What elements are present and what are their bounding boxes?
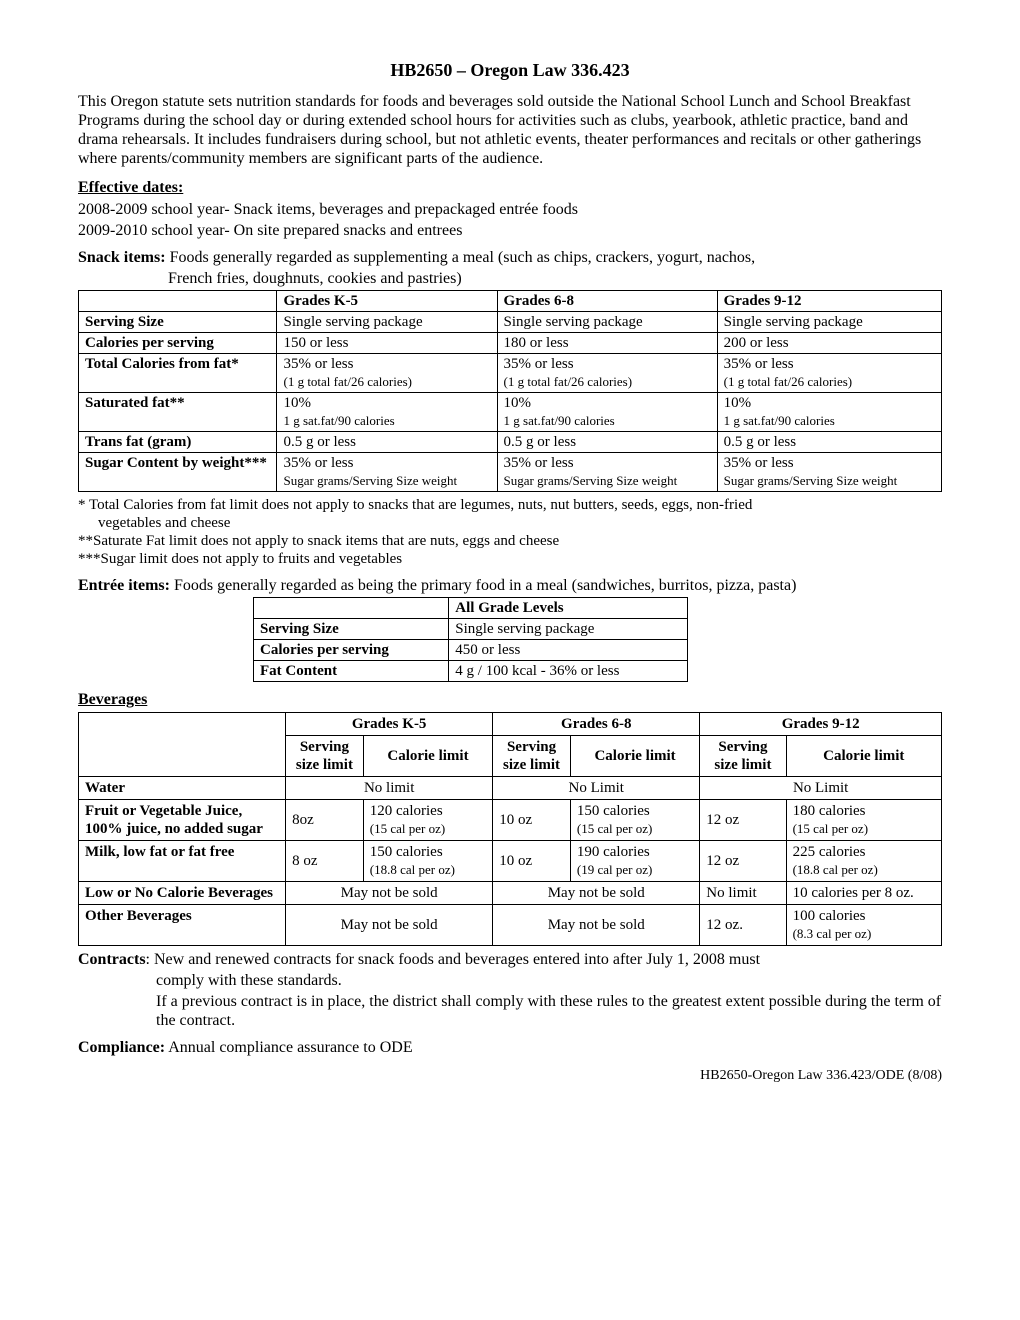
table-row: Trans fat (gram) 0.5 g or less 0.5 g or … [79, 432, 942, 453]
snack-header-k5: Grades K-5 [277, 291, 497, 312]
page-title: HB2650 – Oregon Law 336.423 [78, 60, 942, 82]
snack-header-68: Grades 6-8 [497, 291, 717, 312]
contracts-paragraph: Contracts: New and renewed contracts for… [78, 950, 942, 969]
table-row: Milk, low fat or fat free 8 oz 150 calor… [79, 840, 942, 881]
table-row: Sugar Content by weight*** 35% or lessSu… [79, 453, 942, 492]
table-row: Low or No Calorie Beverages May not be s… [79, 881, 942, 904]
table-row: Fat Content 4 g / 100 kcal - 36% or less [254, 661, 688, 682]
table-row: Saturated fat** 10%1 g sat.fat/90 calori… [79, 393, 942, 432]
snack-items-table: Grades K-5 Grades 6-8 Grades 9-12 Servin… [78, 290, 942, 492]
effective-dates-heading: Effective dates: [78, 178, 942, 197]
snack-items-heading-line2: French fries, doughnuts, cookies and pas… [78, 269, 942, 288]
intro-paragraph: This Oregon statute sets nutrition stand… [78, 92, 942, 169]
snack-footnotes: * Total Calories from fat limit does not… [78, 496, 942, 568]
compliance-paragraph: Compliance: Annual compliance assurance … [78, 1038, 942, 1057]
table-row: Serving Size Single serving package Sing… [79, 312, 942, 333]
beverages-table: Grades K-5 Grades 6-8 Grades 9-12 Servin… [78, 712, 942, 946]
snack-items-heading: Snack items: Foods generally regarded as… [78, 248, 942, 267]
table-row: Serving Size Single serving package [254, 619, 688, 640]
beverages-heading: Beverages [78, 690, 942, 709]
table-row: Other Beverages May not be sold May not … [79, 904, 942, 945]
entree-header: All Grade Levels [449, 598, 688, 619]
snack-header-912: Grades 9-12 [717, 291, 941, 312]
table-row: Calories per serving 150 or less 180 or … [79, 333, 942, 354]
entree-items-heading: Entrée items: Foods generally regarded a… [78, 576, 942, 595]
footer-citation: HB2650-Oregon Law 336.423/ODE (8/08) [78, 1068, 942, 1085]
table-row: Total Calories from fat* 35% or less(1 g… [79, 354, 942, 393]
table-row: Fruit or Vegetable Juice, 100% juice, no… [79, 799, 942, 840]
table-row: Water No limit No Limit No Limit [79, 776, 942, 799]
contracts-line2: If a previous contract is in place, the … [78, 992, 942, 1030]
entree-items-table: All Grade Levels Serving Size Single ser… [253, 597, 688, 682]
effective-date-line-1: 2008-2009 school year- Snack items, beve… [78, 200, 942, 219]
table-row: Calories per serving 450 or less [254, 640, 688, 661]
contracts-line1b: comply with these standards. [78, 971, 942, 990]
effective-date-line-2: 2009-2010 school year- On site prepared … [78, 221, 942, 240]
